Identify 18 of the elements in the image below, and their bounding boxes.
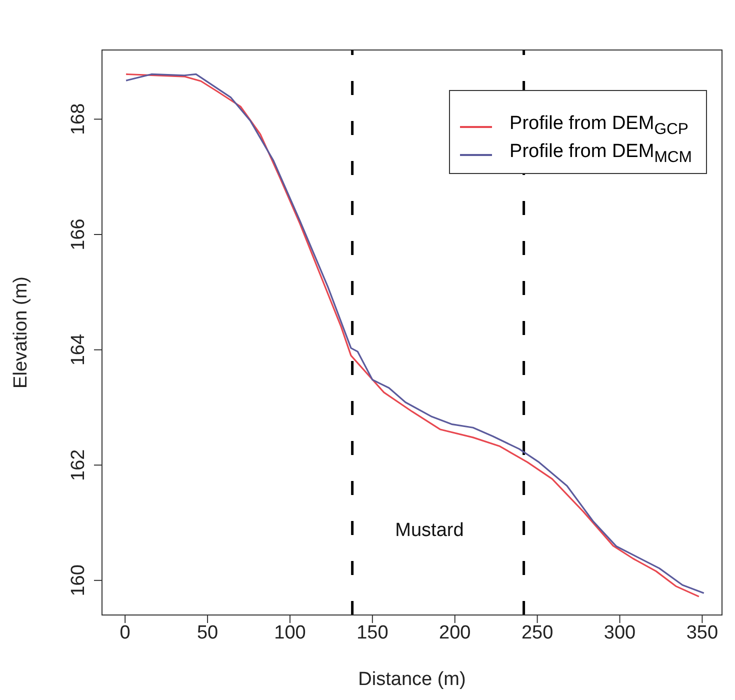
legend-label: Profile from DEM$_{MCM}$ [510,140,692,168]
y-axis-title: Elevation (m) [10,276,32,388]
x-tick-label: 350 [686,622,718,644]
x-tick-label: 150 [356,622,388,644]
annotation: Mustard [395,520,464,541]
x-axis-title: Distance (m) [358,669,466,690]
y-tick-label: 160 [68,564,90,596]
x-tick-label: 100 [274,622,306,644]
y-tick-label: 166 [68,218,90,250]
y-tick-label: 168 [68,103,90,136]
x-tick-label: 300 [604,622,636,644]
x-tick-label: 0 [120,622,130,644]
legend-label: Profile from DEM$_{GCP}$ [510,113,688,140]
x-tick-label: 200 [439,622,471,644]
y-tick-label: 164 [68,334,90,366]
x-tick-label: 50 [196,622,218,644]
y-tick-label: 162 [68,449,90,481]
x-tick-label: 250 [521,622,554,644]
